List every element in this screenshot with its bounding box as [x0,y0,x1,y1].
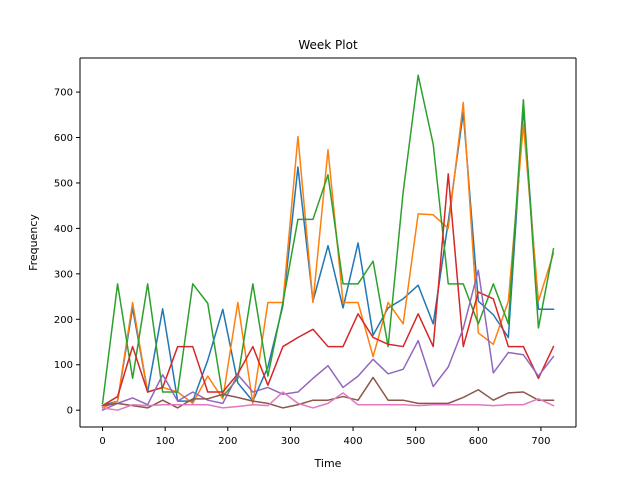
y-tick-label: 300 [54,269,73,280]
axis-spines [79,57,577,428]
x-tick-label: 400 [344,436,363,447]
x-tick-label: 600 [469,436,488,447]
x-tick-label: 700 [531,436,550,447]
y-axis-label: Frequency [27,214,40,271]
y-tick-label: 100 [54,360,73,371]
series-line-7 [101,391,555,411]
x-axis: 0 100 200 300 400 500 600 700 [99,427,550,447]
x-tick-label: 100 [156,436,175,447]
chart-title: Week Plot [298,38,358,52]
series-line-5 [101,269,555,412]
y-tick-label: 0 [67,406,73,417]
x-axis-label: Time [314,457,342,470]
x-tick-label: 300 [281,436,300,447]
series-layer [101,74,555,412]
plot-frame [80,58,576,427]
y-tick-label: 500 [54,178,73,189]
series-line-6 [101,376,555,409]
y-tick-label: 200 [54,315,73,326]
x-tick-label: 500 [406,436,425,447]
series-line-4 [101,173,555,407]
x-tick-label: 0 [99,436,105,447]
y-tick-label: 400 [54,224,73,235]
y-axis: 0 100 200 300 400 500 600 700 [54,88,80,417]
y-tick-label: 600 [54,133,73,144]
series-line-3 [101,74,555,405]
plot-area [79,57,577,428]
y-tick-label: 700 [54,88,73,99]
x-tick-label: 200 [218,436,237,447]
